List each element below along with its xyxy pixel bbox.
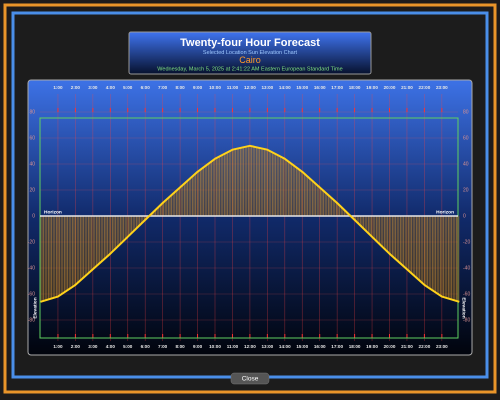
x-tick-label-top: 8:00 <box>175 85 185 90</box>
x-tick-label-top: 9:00 <box>193 85 203 90</box>
x-tick-label-top: 5:00 <box>123 85 133 90</box>
area-fill <box>40 145 460 302</box>
x-tick-label-bottom: 19:00 <box>366 344 378 349</box>
title: Twenty-four Hour Forecast <box>180 37 320 49</box>
timestamp: Wednesday, March 5, 2025 at 2:41:22 AM E… <box>157 66 342 72</box>
x-tick-label-top: 16:00 <box>314 85 326 90</box>
x-tick-label-bottom: 1:00 <box>53 344 63 349</box>
x-tick-label-bottom: 20:00 <box>384 344 396 349</box>
y-axis-label: Elevation <box>32 297 38 318</box>
horizon-label: Horizon <box>44 209 62 215</box>
x-tick-label-bottom: 2:00 <box>71 344 81 349</box>
x-tick-label-bottom: 15:00 <box>296 344 308 349</box>
y-tick-label-right: 40 <box>463 161 469 167</box>
y-tick-label: 40 <box>29 161 35 167</box>
x-tick-label-bottom: 8:00 <box>175 344 185 349</box>
y-tick-label: 60 <box>29 135 35 141</box>
y-tick-label: -40 <box>28 265 35 271</box>
y-tick-label-right: -40 <box>463 265 470 271</box>
x-tick-label-bottom: 6:00 <box>141 344 151 349</box>
y-tick-label-right: -60 <box>463 291 470 297</box>
x-tick-label-bottom: 16:00 <box>314 344 326 349</box>
y-tick-label-right: 60 <box>463 135 469 141</box>
y-tick-label-right: 20 <box>463 187 469 193</box>
x-tick-label-top: 10:00 <box>209 85 221 90</box>
x-tick-label-top: 14:00 <box>279 85 291 90</box>
y-tick-label-right: 0 <box>463 213 466 219</box>
x-tick-label-top: 1:00 <box>53 85 63 90</box>
x-tick-label-top: 22:00 <box>419 85 431 90</box>
x-tick-label-top: 2:00 <box>71 85 81 90</box>
plot: -80 -80 -60 -60 -40 -40 -20 -20 0 0 20 20 40 40 60 60 80… <box>28 85 471 349</box>
outer-frame <box>3 3 497 394</box>
y-tick-label-right: -20 <box>463 239 470 245</box>
x-tick-label-top: 13:00 <box>261 85 273 90</box>
y-tick-label: -60 <box>28 291 35 297</box>
header-box <box>128 31 372 75</box>
close-label[interactable]: Close <box>242 376 259 383</box>
x-tick-label-bottom: 21:00 <box>401 344 413 349</box>
x-tick-label-top: 4:00 <box>106 85 116 90</box>
x-tick-label-bottom: 5:00 <box>123 344 133 349</box>
x-tick-label-top: 12:00 <box>244 85 256 90</box>
y-tick-label: 80 <box>29 109 35 115</box>
x-tick-label-top: 7:00 <box>158 85 168 90</box>
x-tick-label-bottom: 17:00 <box>331 344 343 349</box>
y-tick-label: -20 <box>28 239 35 245</box>
horizon-label-right: Horizon <box>436 209 454 215</box>
y-tick-label-right: 80 <box>463 109 469 115</box>
x-tick-label-bottom: 23:00 <box>436 344 448 349</box>
x-tick-label-bottom: 3:00 <box>88 344 98 349</box>
y-axis-label-right: Elevation <box>461 297 467 318</box>
x-tick-label-bottom: 18:00 <box>349 344 361 349</box>
y-tick-label: 0 <box>32 213 35 219</box>
x-tick-label-bottom: 13:00 <box>261 344 273 349</box>
x-tick-label-top: 3:00 <box>88 85 98 90</box>
x-tick-label-bottom: 4:00 <box>106 344 116 349</box>
x-tick-label-top: 6:00 <box>141 85 151 90</box>
x-tick-label-top: 17:00 <box>331 85 343 90</box>
close-button[interactable] <box>230 372 270 385</box>
x-tick-label-bottom: 12:00 <box>244 344 256 349</box>
y-tick-label: -80 <box>28 317 35 323</box>
x-tick-label-top: 23:00 <box>436 85 448 90</box>
y-tick-label-right: -80 <box>463 317 470 323</box>
chart-panel <box>27 79 473 356</box>
x-tick-label-bottom: 22:00 <box>419 344 431 349</box>
x-tick-label-bottom: 14:00 <box>279 344 291 349</box>
x-tick-label-top: 20:00 <box>384 85 396 90</box>
x-tick-label-top: 19:00 <box>366 85 378 90</box>
subtitle: Selected Location Sun Elevation Chart <box>203 50 298 56</box>
x-tick-label-bottom: 11:00 <box>227 344 239 349</box>
x-tick-label-top: 11:00 <box>227 85 239 90</box>
x-tick-label-bottom: 10:00 <box>209 344 221 349</box>
location: Cairo <box>239 55 261 65</box>
y-tick-label: 20 <box>29 187 35 193</box>
x-tick-label-top: 15:00 <box>296 85 308 90</box>
x-tick-label-bottom: 9:00 <box>193 344 203 349</box>
elevation-line <box>40 144 460 303</box>
x-tick-label-bottom: 7:00 <box>158 344 168 349</box>
x-tick-label-top: 21:00 <box>401 85 413 90</box>
x-tick-label-top: 18:00 <box>349 85 361 90</box>
